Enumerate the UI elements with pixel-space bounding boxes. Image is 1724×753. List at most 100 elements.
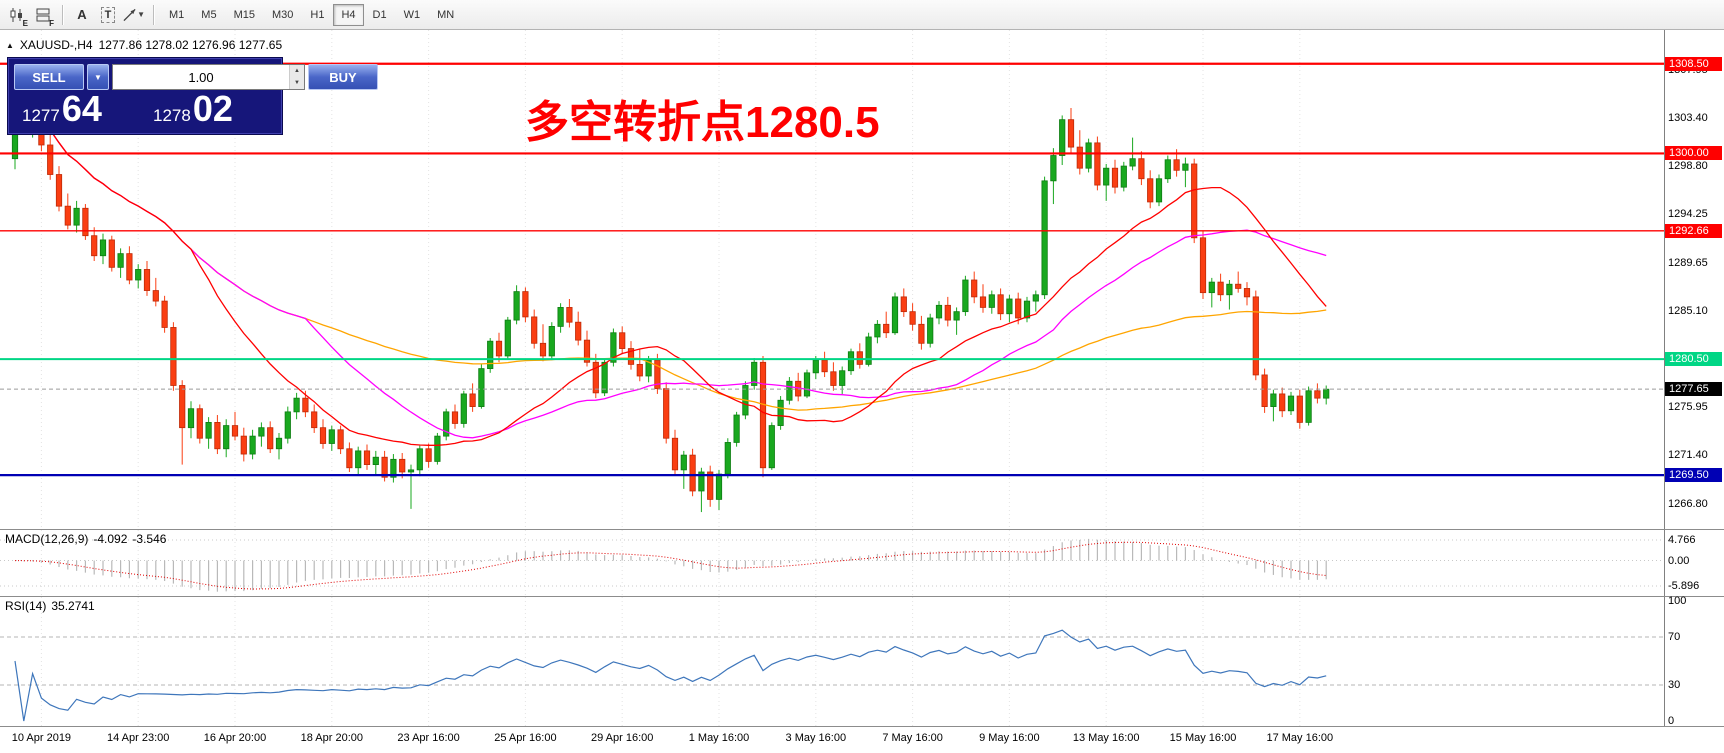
spin-down-button[interactable]: ▼ — [290, 77, 304, 89]
icon-letter-e: E — [22, 18, 28, 28]
toolbar: E F A T ▼ M1 M5 M15 M30 H1 H4 D1 W1 MN — [0, 0, 1724, 30]
trendline-glyph — [123, 8, 136, 21]
time-axis-label: 10 Apr 2019 — [11, 732, 72, 744]
time-axis[interactable]: 10 Apr 2019 14 Apr 23:00 16 Apr 20:00 18 Ap… — [0, 727, 1724, 753]
timeframe-m5[interactable]: M5 — [193, 4, 224, 26]
buy-price: 1278 02 — [145, 88, 276, 129]
macd-plot: MACD(12,26,9) -4.092 -3.546 — [0, 530, 1664, 596]
volume-field: ▲ ▼ — [112, 64, 305, 90]
v-gridlines — [40, 597, 1301, 726]
toolbar-separator — [62, 4, 63, 25]
buy-price-main: 1278 — [153, 106, 191, 125]
price-axis-label: 1303.40 — [1668, 111, 1708, 124]
macd-axis-label: 0.00 — [1668, 554, 1690, 567]
rsi-line — [14, 629, 1327, 722]
time-axis-label: 13 May 16:00 — [1072, 732, 1140, 744]
timeframe-d1[interactable]: D1 — [365, 4, 395, 26]
timeframe-m30[interactable]: M30 — [264, 4, 301, 26]
time-axis-label: 29 Apr 16:00 — [590, 732, 654, 744]
collapse-icon[interactable]: ▲ — [6, 40, 14, 50]
rsi-value: 35.2741 — [51, 599, 95, 613]
rsi-plot: RSI(14) 35.2741 — [0, 597, 1664, 726]
time-axis-label: 16 Apr 20:00 — [203, 732, 267, 744]
time-axis-label: 23 Apr 16:00 — [397, 732, 460, 744]
macd-signal-value: -3.546 — [132, 532, 167, 546]
price-axis[interactable]: 1307.951303.401298.801294.251289.651285.… — [1664, 30, 1724, 529]
trendline-tool-icon[interactable]: ▼ — [122, 3, 146, 27]
timeframe-w1[interactable]: W1 — [396, 4, 429, 26]
price-line-badge: 1292.66 — [1665, 223, 1722, 238]
price-axis-label: 1294.25 — [1668, 208, 1708, 221]
tile-glyph — [36, 8, 50, 21]
sell-price-main: 1277 — [22, 106, 60, 125]
spin-up-button[interactable]: ▲ — [290, 65, 304, 77]
time-axis-label: 1 May 16:00 — [688, 732, 750, 744]
candles-layer — [11, 80, 1330, 513]
time-axis-label: 7 May 16:00 — [882, 732, 943, 744]
timeframe-h4[interactable]: H4 — [333, 3, 364, 26]
macd-value: -4.092 — [93, 532, 128, 546]
main-chart-panel: ▲ XAUUSD-,H4 1277.86 1278.02 1276.96 127… — [0, 30, 1724, 530]
font-tool-icon[interactable]: A — [77, 7, 87, 22]
buy-price-pips: 02 — [192, 88, 233, 129]
rsi-chart-svg[interactable] — [0, 597, 1664, 726]
symbol-period-label: XAUUSD-,H4 — [19, 38, 93, 52]
macd-name: MACD(12,26,9) — [5, 532, 89, 546]
rsi-axis-label: 30 — [1668, 679, 1681, 691]
ohlc-values: 1277.86 1278.02 1276.96 1277.65 — [98, 38, 283, 52]
sell-price: 1277 64 — [14, 88, 145, 129]
macd-histogram — [23, 538, 1327, 592]
dropdown-caret-icon: ▼ — [137, 10, 145, 19]
rsi-name: RSI(14) — [5, 599, 47, 613]
time-axis-label: 18 Apr 20:00 — [300, 732, 363, 744]
macd-label: MACD(12,26,9) -4.092 -3.546 — [5, 532, 166, 546]
sell-button[interactable]: SELL — [14, 64, 84, 90]
current-price-badge: 1277.65 — [1665, 382, 1722, 397]
text-label-tool-icon[interactable]: T — [96, 3, 120, 27]
chart-annotation: 多空转折点1280.5 — [525, 98, 880, 147]
timeframe-group: M1 M5 M15 M30 H1 H4 D1 W1 MN — [161, 3, 462, 26]
price-line-badge: 1269.50 — [1665, 468, 1722, 483]
sell-price-pips: 64 — [61, 88, 102, 129]
candlestick-chart-icon[interactable]: E — [5, 3, 29, 28]
ma-line-34 — [14, 100, 1327, 439]
timeframe-h1[interactable]: H1 — [302, 4, 332, 26]
macd-panel: MACD(12,26,9) -4.092 -3.546 4.766 0.00 -5.… — [0, 530, 1724, 597]
timeframe-m1[interactable]: M1 — [161, 4, 192, 26]
v-gridlines — [40, 530, 1301, 596]
price-chart-svg[interactable] — [0, 30, 1664, 529]
icon-letter-f: F — [49, 18, 54, 28]
bid-ask-display: 1277 64 1278 02 — [14, 88, 276, 129]
price-axis-label: 1275.95 — [1668, 401, 1708, 414]
macd-axis-label: -5.896 — [1668, 580, 1700, 592]
chart-header: ▲ XAUUSD-,H4 1277.86 1278.02 1276.96 127… — [6, 38, 282, 52]
macd-signal-line — [14, 541, 1327, 590]
price-axis-label: 1298.80 — [1668, 160, 1708, 173]
volume-input[interactable] — [113, 65, 289, 89]
ma-line-21 — [14, 100, 1327, 446]
rsi-panel: RSI(14) 35.2741 100 70 30 0 — [0, 595, 1724, 727]
time-axis-label: 17 May 16:00 — [1266, 732, 1334, 744]
one-click-trading-panel: SELL ▼ ▲ ▼ BUY 1277 64 1278 — [8, 58, 378, 134]
rsi-axis-label: 70 — [1668, 631, 1681, 643]
rsi-axis[interactable]: 100 70 30 0 — [1664, 595, 1724, 727]
time-axis-label: 15 May 16:00 — [1169, 732, 1237, 744]
price-axis-label: 1289.65 — [1668, 256, 1708, 269]
main-chart-plot: ▲ XAUUSD-,H4 1277.86 1278.02 1276.96 127… — [0, 30, 1664, 529]
volume-spinner: ▲ ▼ — [289, 65, 304, 89]
tile-windows-icon[interactable]: F — [31, 3, 55, 28]
macd-chart-svg[interactable] — [0, 530, 1664, 596]
rsi-axis-label: 0 — [1668, 715, 1675, 727]
time-axis-label: 9 May 16:00 — [979, 732, 1040, 744]
price-line-badge: 1308.50 — [1665, 56, 1722, 71]
timeframe-m15[interactable]: M15 — [226, 4, 263, 26]
time-axis-label: 3 May 16:00 — [785, 732, 847, 744]
rsi-axis-label: 100 — [1668, 595, 1687, 607]
timeframe-mn[interactable]: MN — [429, 4, 462, 26]
order-type-dropdown[interactable]: ▼ — [87, 64, 109, 90]
macd-axis[interactable]: 4.766 0.00 -5.896 — [1664, 530, 1724, 596]
macd-axis-label: 4.766 — [1668, 534, 1696, 546]
price-axis-label: 1271.40 — [1668, 449, 1708, 462]
buy-button[interactable]: BUY — [308, 64, 378, 90]
trade-controls-row: SELL ▼ ▲ ▼ BUY — [14, 64, 378, 90]
